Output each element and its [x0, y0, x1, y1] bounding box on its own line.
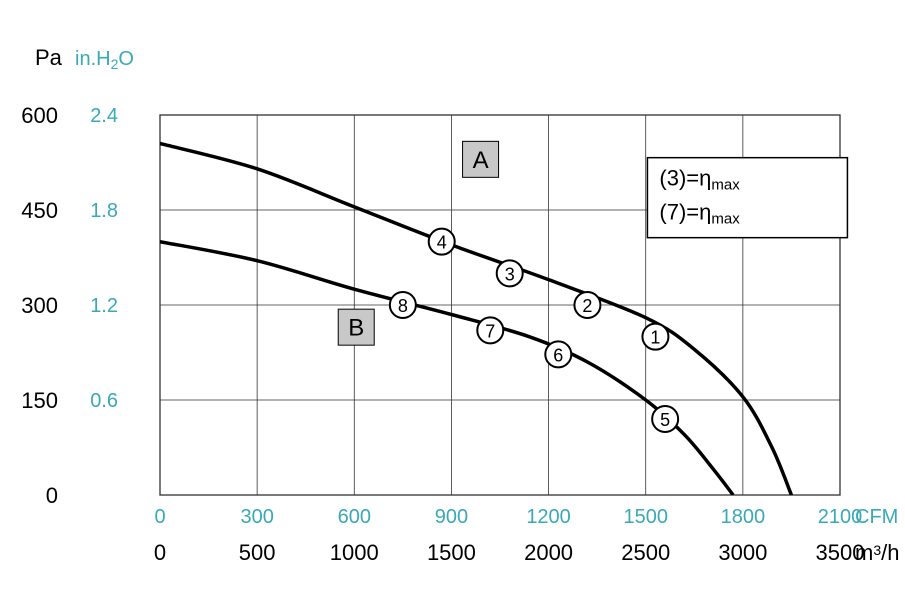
tick-cfm: 1800 — [721, 506, 766, 528]
svg-text:B: B — [348, 315, 364, 342]
axis-label-cfm: CFM — [855, 506, 898, 528]
tick-inh2o: 1.2 — [90, 295, 118, 317]
tick-inh2o: 0.6 — [90, 390, 118, 412]
tick-m3h: 2000 — [524, 540, 573, 565]
tick-cfm: 1200 — [526, 506, 571, 528]
tick-cfm: 0 — [154, 506, 165, 528]
tick-pa: 150 — [21, 388, 58, 413]
tick-inh2o: 1.8 — [90, 200, 118, 222]
series-label-A: A — [463, 141, 499, 177]
svg-text:4: 4 — [437, 233, 447, 253]
tick-m3h: 1500 — [427, 540, 476, 565]
marker-5: 5 — [652, 406, 678, 432]
tick-pa: 0 — [46, 483, 58, 508]
axis-label-inh2o: in.H2O — [75, 48, 134, 72]
marker-8: 8 — [390, 292, 416, 318]
axis-label-pa: Pa — [35, 45, 63, 70]
tick-pa: 450 — [21, 198, 58, 223]
marker-7: 7 — [477, 317, 503, 343]
tick-cfm: 900 — [435, 506, 468, 528]
marker-4: 4 — [429, 229, 455, 255]
tick-m3h: 3000 — [718, 540, 767, 565]
tick-pa: 300 — [21, 293, 58, 318]
tick-cfm: 1500 — [623, 506, 668, 528]
fan-performance-chart: 01503004506000.61.21.82.4030060090012001… — [0, 0, 905, 602]
svg-text:7: 7 — [485, 321, 495, 341]
svg-text:8: 8 — [398, 296, 408, 316]
tick-m3h: 0 — [154, 540, 166, 565]
tick-m3h: 2500 — [621, 540, 670, 565]
marker-3: 3 — [497, 260, 523, 286]
svg-text:1: 1 — [650, 328, 660, 348]
svg-text:A: A — [473, 147, 489, 174]
svg-text:3: 3 — [505, 264, 515, 284]
tick-m3h: 500 — [239, 540, 276, 565]
svg-text:2: 2 — [582, 296, 592, 316]
tick-cfm: 600 — [338, 506, 371, 528]
marker-1: 1 — [642, 324, 668, 350]
tick-pa: 600 — [21, 103, 58, 128]
tick-m3h: 1000 — [330, 540, 379, 565]
marker-6: 6 — [545, 341, 571, 367]
svg-text:6: 6 — [553, 345, 563, 365]
svg-text:5: 5 — [660, 410, 670, 430]
tick-inh2o: 2.4 — [90, 105, 118, 127]
marker-2: 2 — [574, 292, 600, 318]
series-label-B: B — [338, 309, 374, 345]
tick-cfm: 300 — [240, 506, 273, 528]
legend: (3)=ηmax(7)=ηmax — [647, 158, 847, 238]
